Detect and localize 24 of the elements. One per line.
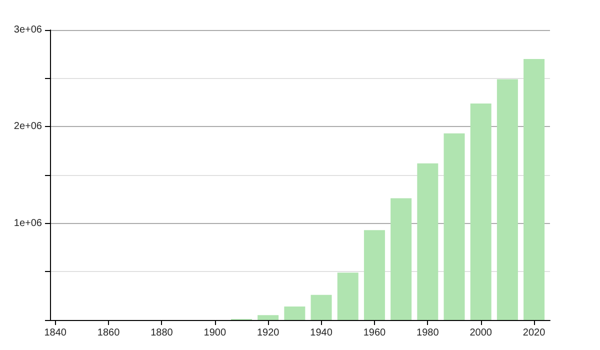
x-tick-label: 1840 [44, 328, 67, 338]
bar [258, 315, 279, 320]
x-tick-label: 1920 [256, 328, 280, 338]
bar [444, 133, 465, 320]
x-tick-label: 1940 [310, 328, 333, 338]
bar [390, 198, 412, 320]
y-tick-label: 3e+06 [14, 24, 42, 36]
bar [417, 163, 438, 320]
y-tick-label: 1e+06 [14, 218, 42, 229]
bar [310, 294, 332, 320]
x-tick-label: 1860 [97, 328, 120, 338]
x-tick-label: 1880 [150, 328, 174, 338]
x-tick-label: 2020 [522, 328, 546, 338]
x-tick-label: 1900 [204, 328, 226, 338]
y-tick-label: 2e+06 [14, 121, 42, 132]
bar [337, 272, 358, 320]
bar [364, 230, 385, 320]
bar [496, 79, 518, 320]
bar [524, 59, 545, 320]
bar [470, 103, 492, 320]
bar [284, 306, 306, 320]
x-tick-label: 2000 [470, 328, 492, 338]
x-tick-label: 1980 [416, 328, 440, 338]
x-tick-label: 1960 [363, 328, 386, 338]
